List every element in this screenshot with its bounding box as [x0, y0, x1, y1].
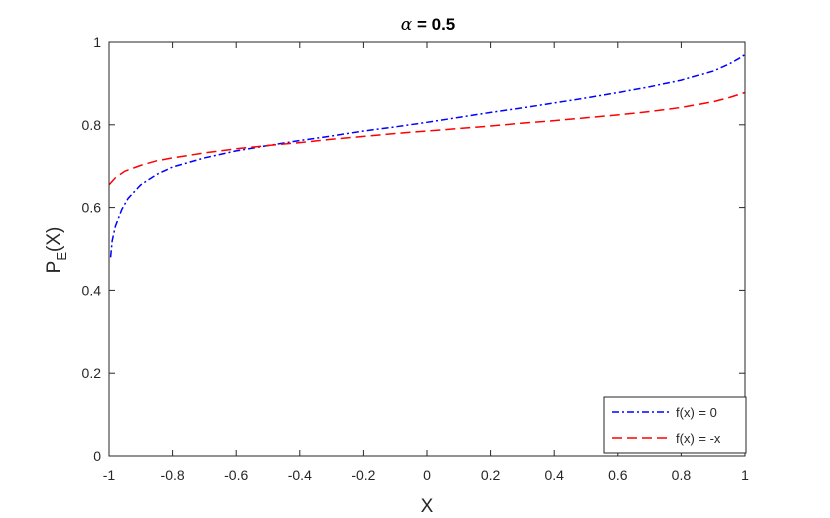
y-axis-title-subscript: E — [54, 252, 69, 261]
y-tick-label: 0.8 — [82, 117, 102, 133]
x-tick-label: -0.2 — [351, 467, 375, 483]
plot-area — [109, 42, 745, 456]
x-tick-label: 0.6 — [608, 467, 628, 483]
y-axis-title-suffix: (X) — [44, 227, 65, 252]
x-tick-label: 0.2 — [481, 467, 501, 483]
legend-label-fneg: f(x) = -x — [676, 431, 721, 446]
x-tick-label: 0.8 — [672, 467, 692, 483]
axes-layer: -1 -0.8 -0.6 -0.4 -0.2 0 0.2 0.4 0.6 0.8 1 0 0.2 0.4 0… — [82, 34, 750, 483]
y-axis-title-main: P — [44, 261, 65, 274]
x-tick-label: 0.4 — [544, 467, 564, 483]
x-axis-title: X — [421, 496, 434, 517]
plot-background — [109, 42, 745, 456]
x-tick-label: 1 — [741, 467, 749, 483]
title-symbol: α — [401, 15, 413, 35]
y-axis-title: PE(X) — [44, 227, 69, 274]
x-tick-label: -0.6 — [224, 467, 248, 483]
x-tick-label: 0 — [423, 467, 431, 483]
y-tick-label: 0.6 — [82, 200, 102, 216]
series-line-0 — [109, 53, 746, 258]
legend: f(x) = 0 f(x) = -x — [603, 396, 747, 454]
y-tick-label: 0.2 — [82, 365, 102, 381]
chart-title: α = 0.5 — [401, 15, 456, 35]
title-value: = 0.5 — [412, 15, 455, 34]
x-tick-label: -0.8 — [161, 467, 185, 483]
legend-box — [603, 396, 747, 454]
y-tick-label: 0 — [93, 448, 101, 464]
x-tick-label: -1 — [103, 467, 116, 483]
x-tick-label: -0.4 — [288, 467, 312, 483]
legend-label-f0: f(x) = 0 — [676, 405, 717, 420]
series-line-1 — [108, 91, 746, 186]
series-layer — [108, 53, 746, 258]
y-tick-label: 1 — [93, 34, 101, 50]
y-tick-label: 0.4 — [82, 282, 102, 298]
